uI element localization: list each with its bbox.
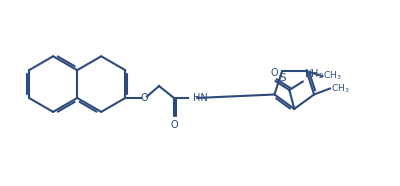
Text: CH$_3$: CH$_3$ — [324, 70, 342, 82]
Text: O: O — [170, 120, 178, 130]
Text: O: O — [270, 68, 278, 78]
Text: CH$_3$: CH$_3$ — [331, 82, 350, 95]
Text: S: S — [279, 73, 286, 83]
Text: O: O — [140, 93, 148, 103]
Text: HN: HN — [193, 93, 208, 103]
Text: NH$_2$: NH$_2$ — [304, 67, 324, 81]
